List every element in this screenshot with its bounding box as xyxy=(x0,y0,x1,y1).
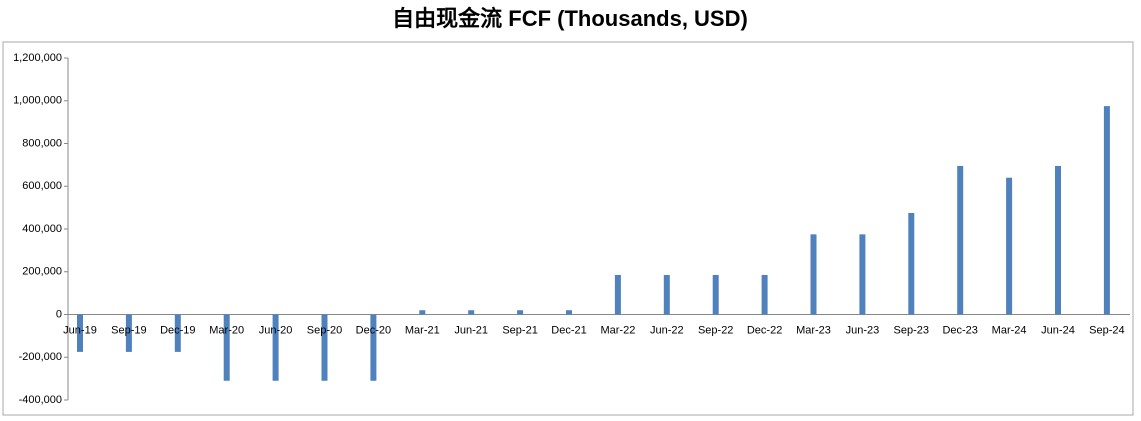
y-tick-label: -200,000 xyxy=(19,351,62,363)
x-tick-label: Sep-19 xyxy=(111,324,146,336)
x-tick-label: Dec-23 xyxy=(942,324,977,336)
bar xyxy=(321,314,328,381)
x-tick-label: Mar-23 xyxy=(796,324,831,336)
bar xyxy=(370,314,377,381)
x-tick-label: Jun-22 xyxy=(650,324,684,336)
y-tick-label: 200,000 xyxy=(22,266,62,278)
x-tick-label: Jun-24 xyxy=(1041,324,1075,336)
x-tick-label: Sep-21 xyxy=(502,324,537,336)
x-tick-label: Sep-22 xyxy=(698,324,733,336)
bar xyxy=(419,310,426,315)
bar xyxy=(810,234,817,315)
bar xyxy=(77,314,83,352)
x-tick-label: Jun-19 xyxy=(63,324,97,336)
x-tick-label: Mar-21 xyxy=(405,324,440,336)
bar xyxy=(761,274,768,315)
bar xyxy=(517,310,524,315)
bar xyxy=(1006,177,1013,315)
bar xyxy=(272,314,279,381)
bar xyxy=(908,212,915,315)
bar xyxy=(566,310,572,315)
bar xyxy=(223,314,230,381)
bar xyxy=(125,314,132,352)
x-tick-label: Dec-20 xyxy=(356,324,391,336)
bar xyxy=(663,274,670,315)
bar xyxy=(1103,106,1110,315)
y-tick-label: 600,000 xyxy=(22,180,62,192)
y-tick-label: -400,000 xyxy=(19,394,62,406)
x-tick-label: Sep-23 xyxy=(894,324,929,336)
y-tick-label: 1,000,000 xyxy=(13,95,62,107)
y-tick-label: 400,000 xyxy=(22,223,62,235)
bar xyxy=(712,274,719,315)
bar xyxy=(957,165,964,315)
y-tick-label: 0 xyxy=(56,308,62,320)
bar xyxy=(859,234,866,315)
x-tick-label: Jun-21 xyxy=(454,324,488,336)
x-tick-label: Mar-22 xyxy=(600,324,635,336)
x-tick-label: Dec-21 xyxy=(551,324,586,336)
bar xyxy=(614,274,621,315)
x-tick-label: Dec-19 xyxy=(160,324,195,336)
bar xyxy=(468,310,475,315)
y-tick-label: 800,000 xyxy=(22,137,62,149)
chart-title: 自由现金流 FCF (Thousands, USD) xyxy=(392,6,748,31)
plot-border xyxy=(2,41,1134,416)
x-tick-label: Sep-24 xyxy=(1089,324,1124,336)
x-tick-label: Mar-20 xyxy=(209,324,244,336)
x-tick-label: Dec-22 xyxy=(747,324,782,336)
bar xyxy=(1055,165,1061,315)
x-tick-label: Jun-23 xyxy=(846,324,880,336)
y-tick-label: 1,200,000 xyxy=(13,52,62,64)
x-tick-label: Mar-24 xyxy=(992,324,1027,336)
x-tick-label: Sep-20 xyxy=(307,324,342,336)
bar xyxy=(174,314,181,352)
x-tick-label: Jun-20 xyxy=(259,324,293,336)
